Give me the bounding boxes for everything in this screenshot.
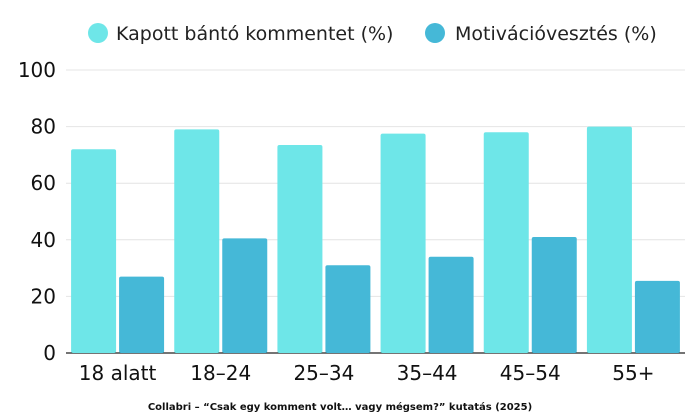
chart-caption: Collabri – “Csak egy komment volt… vagy … xyxy=(148,401,532,413)
bar-series1-3 xyxy=(380,133,426,353)
legend-label-kapott: Kapott bántó kommentet (%) xyxy=(116,23,393,45)
x-category-label: 45–54 xyxy=(500,361,561,385)
x-category-label: 25–34 xyxy=(293,361,354,385)
bar-series2-5 xyxy=(634,280,680,353)
bar-series2-3 xyxy=(428,256,474,353)
bar-series2-0 xyxy=(119,276,165,353)
y-tick-label: 40 xyxy=(31,228,56,252)
bar-series1-0 xyxy=(71,149,117,353)
x-axis-category-labels: 18 alatt 18–24 25–34 35–44 45–54 55+ xyxy=(79,361,655,385)
gridlines xyxy=(66,69,685,354)
legend: Kapott bántó kommentet (%) Motivációvesz… xyxy=(88,23,657,45)
y-axis-tick-labels: 0 20 40 60 80 100 xyxy=(18,58,56,365)
bar-series2-2 xyxy=(325,265,371,353)
legend-swatch-motivacio xyxy=(425,23,445,43)
y-tick-label: 20 xyxy=(31,284,56,308)
y-tick-label: 100 xyxy=(18,58,56,82)
bar-series2-1 xyxy=(222,238,268,353)
bar-series1-2 xyxy=(277,144,323,353)
x-category-label: 35–44 xyxy=(397,361,458,385)
bar-series1-1 xyxy=(174,129,220,353)
x-category-label: 18–24 xyxy=(190,361,251,385)
bar-series1-4 xyxy=(483,132,529,353)
y-tick-label: 60 xyxy=(31,171,56,195)
y-tick-label: 80 xyxy=(31,115,56,139)
legend-item-1: Kapott bántó kommentet (%) xyxy=(88,23,393,45)
bars xyxy=(71,126,680,353)
x-category-label: 18 alatt xyxy=(79,361,157,385)
legend-label-motivacio: Motivációvesztés (%) xyxy=(455,23,657,45)
y-tick-label: 0 xyxy=(43,341,56,365)
bar-series2-4 xyxy=(531,236,577,353)
bar-series1-5 xyxy=(586,126,632,353)
x-category-label: 55+ xyxy=(612,361,654,385)
legend-swatch-kapott xyxy=(88,23,108,43)
legend-item-2: Motivációvesztés (%) xyxy=(425,23,657,45)
